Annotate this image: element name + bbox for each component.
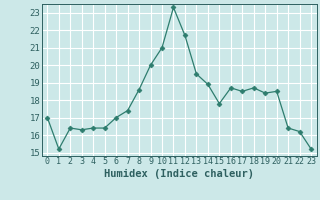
X-axis label: Humidex (Indice chaleur): Humidex (Indice chaleur) (104, 169, 254, 179)
